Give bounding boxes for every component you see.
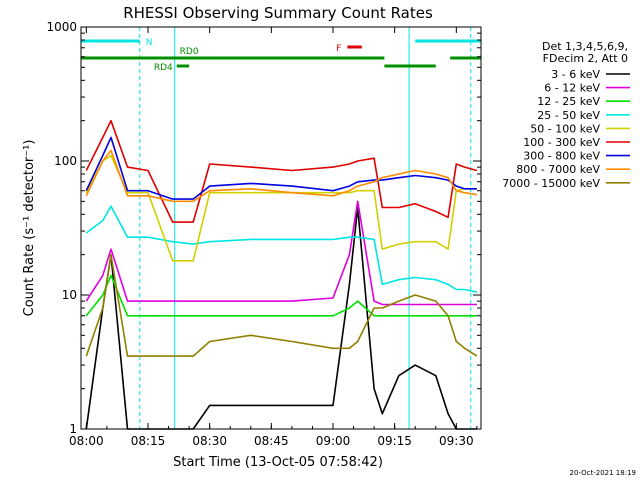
y-axis-label: Count Rate (s⁻¹ detector⁻¹): [22, 140, 37, 317]
y-tick-label-3: 1000: [46, 20, 77, 34]
legend-label-4: 50 - 100 keV: [530, 122, 600, 135]
series-line-1: [85, 200, 477, 306]
y-tick-label-1: 10: [62, 288, 77, 302]
axes: 08:00 08:15 08:30 08:45 09:00 09:15 09:30 1 10 10…: [46, 20, 481, 448]
series-line-6: [85, 136, 477, 200]
legend-label-2: 12 - 25 keV: [537, 95, 600, 108]
chart-title: RHESSI Observing Summary Count Rates: [123, 4, 433, 22]
series-line-7: [85, 149, 478, 203]
x-tick-label-2: 08:30: [192, 434, 227, 448]
x-tick-label-1: 08:15: [131, 434, 166, 448]
legend: Det 1,3,4,5,6,9,FDecim 2, Att 0 3 - 6 keV…: [502, 40, 630, 190]
x-tick-label-4: 09:00: [316, 434, 351, 448]
legend-header-1: FDecim 2, Att 0: [543, 52, 628, 65]
series-line-8: [85, 253, 478, 357]
series-line-2: [85, 274, 477, 317]
series-line-5: [85, 119, 478, 223]
timestamp: 20-Oct-2021 18:19: [570, 469, 636, 477]
legend-label-7: 800 - 7000 keV: [516, 163, 600, 176]
series-line-3: [85, 205, 478, 293]
x-tick-label-0: 08:00: [69, 434, 104, 448]
flag-n-label: N: [146, 38, 153, 48]
legend-label-0: 3 - 6 keV: [551, 68, 600, 81]
legend-label-8: 7000 - 15000 keV: [502, 177, 600, 190]
x-tick-label-3: 08:45: [254, 434, 289, 448]
plot-area: N F RD0 RD4: [80, 27, 481, 430]
legend-label-1: 6 - 12 keV: [544, 82, 600, 95]
flag-rd4-label: RD4: [154, 63, 173, 73]
legend-header-0: Det 1,3,4,5,6,9,: [542, 40, 628, 53]
x-axis-label: Start Time (13-Oct-05 07:58:42): [173, 455, 383, 470]
legend-label-3: 25 - 50 keV: [537, 109, 600, 122]
y-tick-label-0: 1: [69, 422, 77, 436]
x-tick-label-6: 09:30: [439, 434, 474, 448]
legend-label-5: 100 - 300 keV: [523, 136, 600, 149]
legend-label-6: 300 - 800 keV: [523, 150, 600, 163]
flag-f-label: F: [336, 44, 341, 54]
plot-frame: [80, 26, 482, 430]
x-tick-label-5: 09:15: [377, 434, 412, 448]
flag-rd0-label: RD0: [180, 47, 199, 57]
y-tick-label-2: 100: [54, 154, 77, 168]
